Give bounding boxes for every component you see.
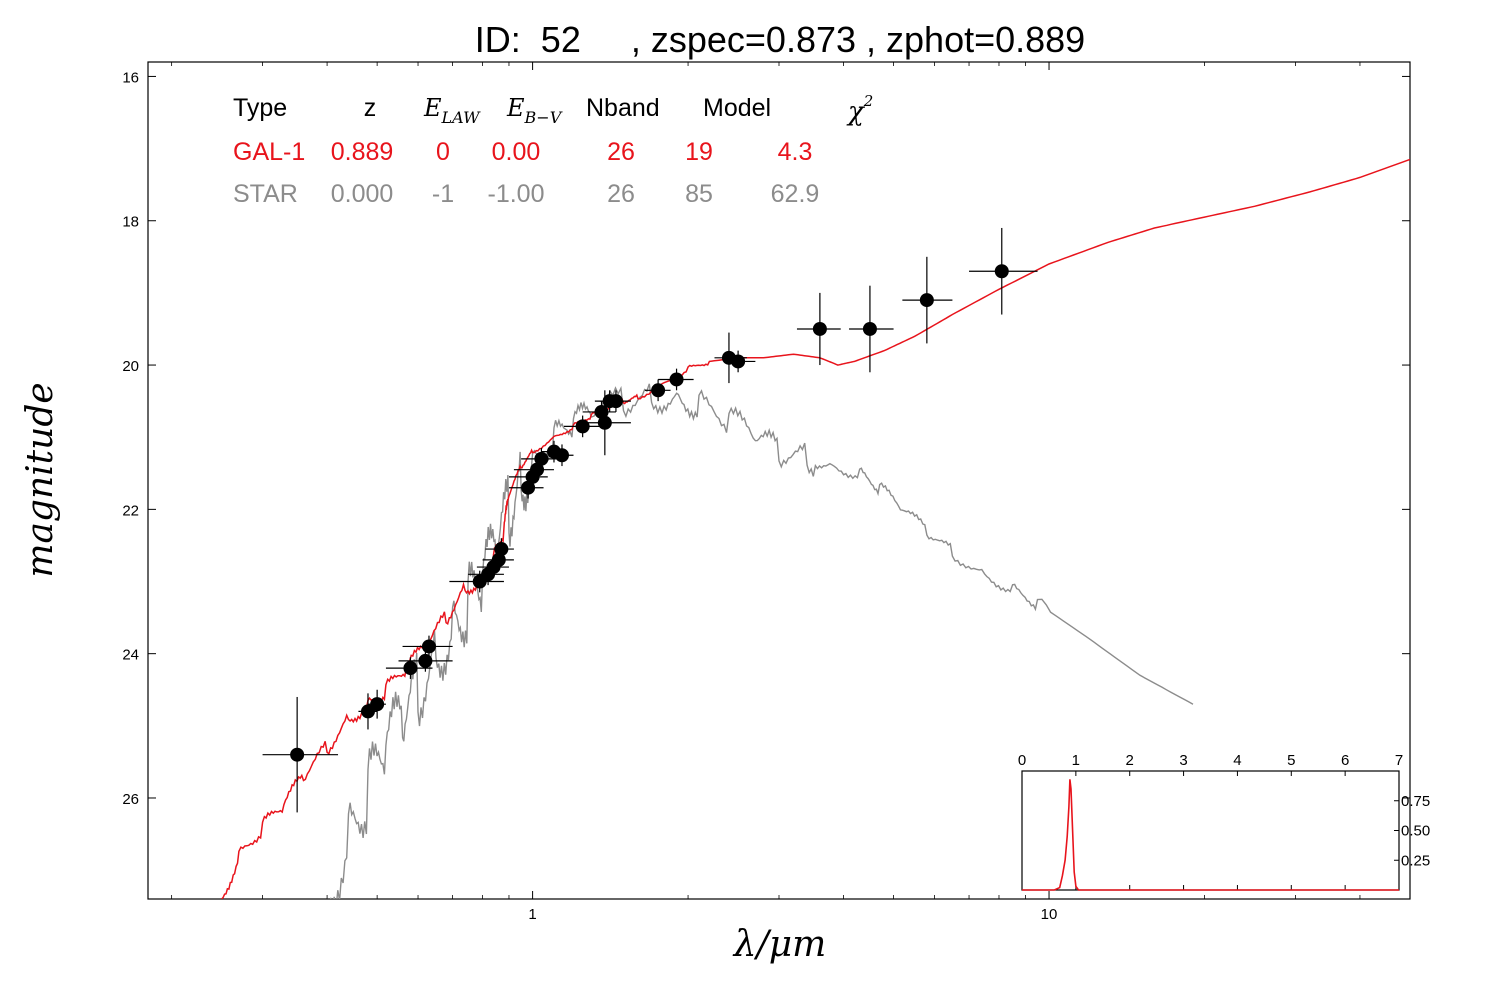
photometry-point <box>482 549 514 571</box>
photometry-point <box>367 689 386 719</box>
data-point <box>608 394 623 409</box>
inset-y-tick-label: 0.75 <box>1401 793 1430 810</box>
inset-y-tick-label: 0.50 <box>1401 823 1430 840</box>
table-cell: 26 <box>607 180 635 208</box>
table-cell: 26 <box>607 138 635 166</box>
data-point <box>994 264 1009 279</box>
inset-pdz-line <box>1022 779 1399 891</box>
table-header-model: Model <box>703 94 771 122</box>
inset-x-tick-label: 5 <box>1287 752 1295 769</box>
star-template-layer <box>327 383 1194 899</box>
photometry-point <box>849 285 894 373</box>
data-point <box>534 451 549 466</box>
photometry-points <box>262 227 1038 813</box>
data-point <box>669 372 684 387</box>
data-point <box>403 661 418 676</box>
star-template-line <box>327 383 1194 899</box>
table-cell: 0.00 <box>492 138 541 166</box>
table-cell: -1 <box>432 180 454 208</box>
inset-frame <box>1021 770 1400 891</box>
inset-x-tick-label: 0 <box>1018 752 1026 769</box>
y-tick-label: 20 <box>122 358 139 375</box>
inset-pdz-layer <box>1022 779 1399 891</box>
x-tick-label: 1 <box>528 906 536 923</box>
table-header-nband: Nband <box>586 94 660 122</box>
y-axis-label: magnitude <box>20 382 61 577</box>
inset-y-tick-label: 0.25 <box>1401 852 1430 869</box>
axis-ticks <box>148 62 1410 899</box>
table-header-ebv: EB−V <box>506 94 563 127</box>
data-point <box>651 383 666 398</box>
photometry-point <box>902 256 953 344</box>
table-header-type: Type <box>233 94 287 122</box>
data-point <box>731 354 746 369</box>
photometry-point <box>969 227 1038 315</box>
data-point <box>521 480 536 495</box>
table-cell: 85 <box>685 180 713 208</box>
photometry-point <box>549 444 574 467</box>
data-point <box>530 462 545 477</box>
data-point <box>554 448 569 463</box>
x-axis-label: λ/μm <box>732 924 826 965</box>
table-header-chi2: χ2 <box>846 92 873 127</box>
data-point <box>491 552 506 567</box>
y-tick-label: 18 <box>122 214 139 231</box>
y-tick-label: 22 <box>122 502 139 519</box>
table-cell: 62.9 <box>771 180 820 208</box>
table-cell: 0.000 <box>331 180 394 208</box>
photometry-point <box>398 650 453 672</box>
photometry-point <box>385 657 433 679</box>
table-header-elaw: ELAW <box>423 94 481 127</box>
table-cell: 19 <box>685 138 713 166</box>
inset-x-tick-label: 7 <box>1395 752 1403 769</box>
photometry-point <box>658 368 694 391</box>
data-point <box>418 653 433 668</box>
data-point <box>597 415 612 430</box>
y-tick-label: 26 <box>122 791 139 808</box>
parameter-table: Type z ELAW EB−V Nband Model χ2 GAL-1 0.8… <box>233 92 873 208</box>
data-point <box>575 419 590 434</box>
table-cell: STAR <box>233 180 298 208</box>
y-tick-labels: 16 18 20 22 24 26 <box>122 69 139 808</box>
table-cell: 4.3 <box>778 138 813 166</box>
photometry-point <box>644 379 671 402</box>
table-header-z: z <box>364 94 377 122</box>
inset-x-tick-label: 1 <box>1072 752 1080 769</box>
data-point <box>862 321 877 336</box>
chart-title: ID: 52 , zspec=0.873 , zphot=0.889 <box>475 19 1085 60</box>
inset-x-tick-label: 4 <box>1233 752 1241 769</box>
inset-x-tick-label: 6 <box>1341 752 1349 769</box>
pdz-inset: 0 1 2 3 4 5 6 7 0.25 0.50 0.75 <box>1018 752 1430 891</box>
data-point <box>812 321 827 336</box>
photometry-point <box>724 350 756 373</box>
y-tick-label: 16 <box>122 69 139 86</box>
photometry-point <box>599 390 631 412</box>
photometry-point <box>262 696 339 813</box>
table-rows: GAL-1 0.889 0 0.00 26 19 4.3 STAR 0.000 -1 -1.00 26… <box>233 138 819 208</box>
inset-x-tick-label: 3 <box>1179 752 1187 769</box>
x-tick-labels: 1 10 <box>528 906 1057 923</box>
table-cell: GAL-1 <box>233 138 305 166</box>
photometry-point <box>796 292 841 366</box>
data-point <box>919 293 934 308</box>
photometry-point <box>402 635 453 658</box>
data-point <box>421 639 436 654</box>
data-point <box>494 542 509 557</box>
photometry-point <box>521 448 559 470</box>
data-point <box>370 697 385 712</box>
inset-x-tick-label: 2 <box>1126 752 1134 769</box>
photometry-point <box>485 538 514 560</box>
table-cell: 0.889 <box>331 138 394 166</box>
y-tick-label: 24 <box>122 647 139 664</box>
data-point <box>290 747 305 762</box>
table-cell: 0 <box>436 138 450 166</box>
x-tick-label: 10 <box>1041 906 1058 923</box>
inset-ticks: 0 1 2 3 4 5 6 7 0.25 0.50 0.75 <box>1018 752 1430 890</box>
table-cell: -1.00 <box>488 180 545 208</box>
